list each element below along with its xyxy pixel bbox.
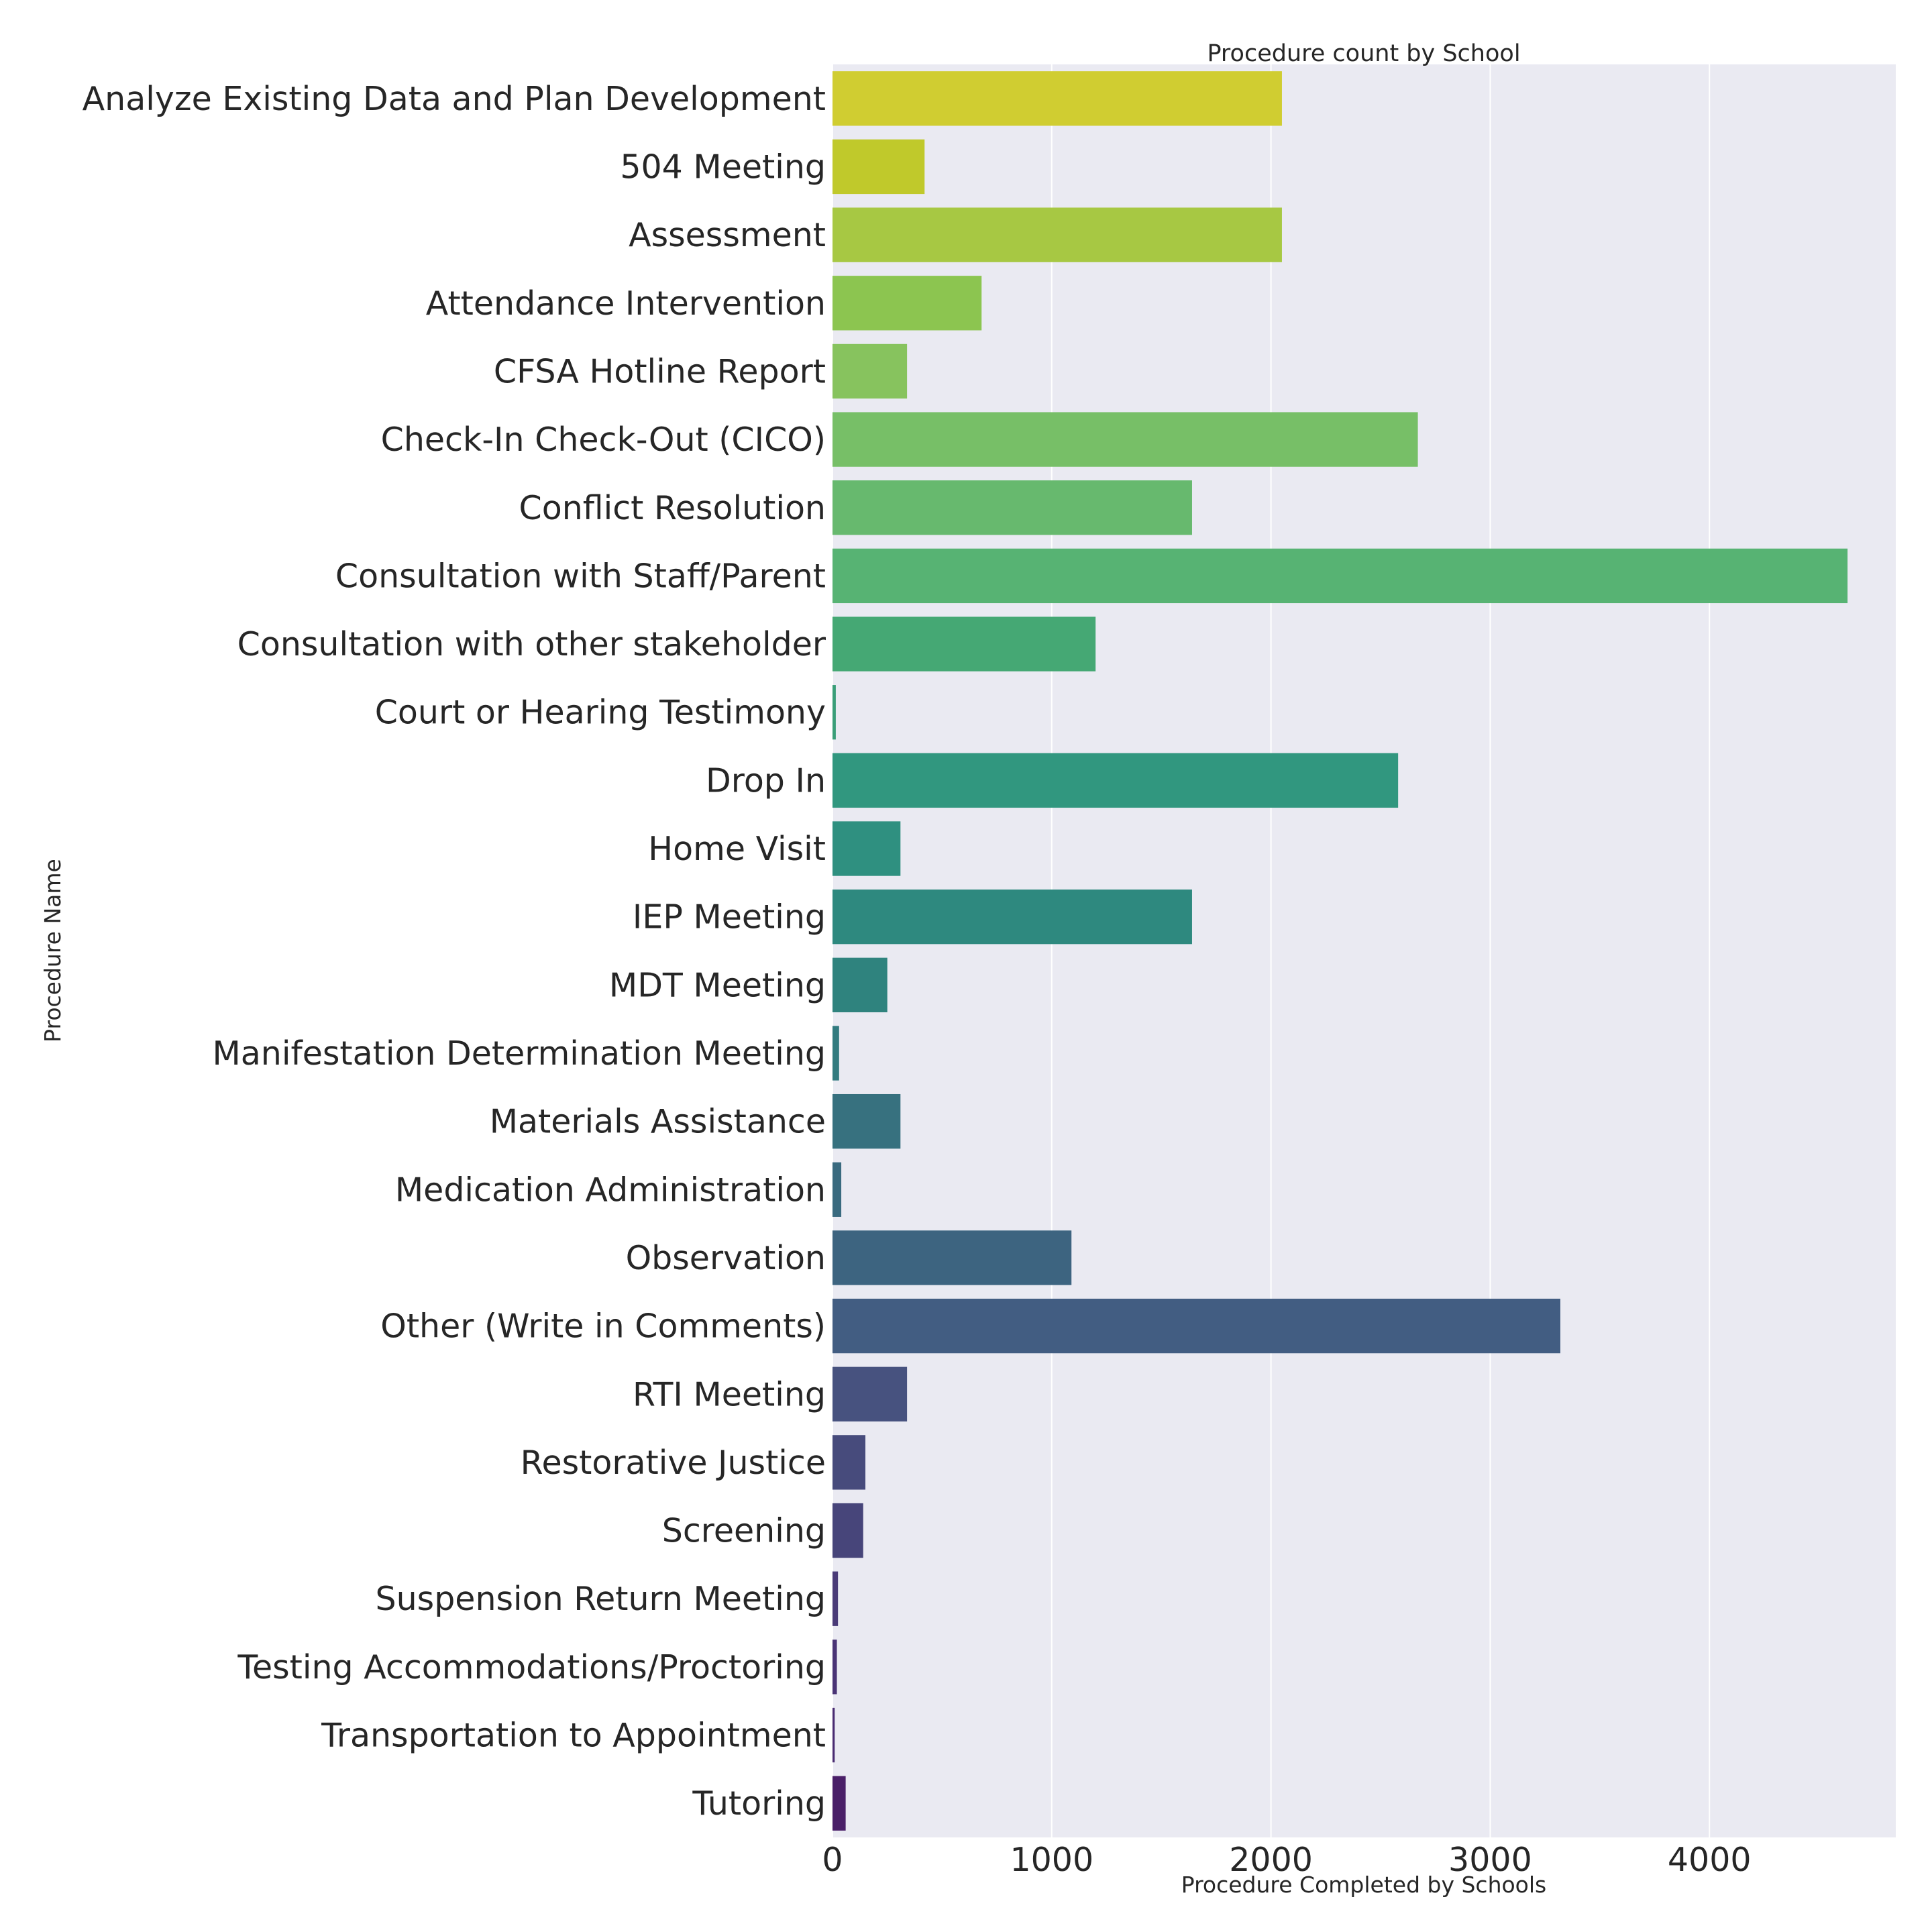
y-tick-label: Drop In	[706, 761, 826, 800]
y-tick-label: Tutoring	[692, 1784, 826, 1823]
x-tick-labels: 0 1000 2000 3000 4000	[822, 1841, 1751, 1879]
y-tick-label: Observation	[626, 1239, 826, 1277]
y-tick-labels: Analyze Existing Data and Plan Developme…	[83, 80, 826, 1823]
plot-background	[833, 64, 1896, 1837]
y-tick-label: Other (Write in Comments)	[380, 1307, 826, 1346]
bar	[833, 1093, 901, 1149]
bar	[833, 685, 836, 740]
y-tick-label: Suspension Return Meeting	[376, 1580, 826, 1618]
bar	[833, 1503, 863, 1558]
bar	[833, 276, 982, 331]
y-tick-label: Materials Assistance	[490, 1103, 826, 1141]
bar	[833, 548, 1848, 604]
x-tick-label: 4000	[1668, 1841, 1752, 1879]
bar	[833, 1162, 842, 1217]
y-tick-label: Restorative Justice	[521, 1444, 826, 1482]
x-axis-title: Procedure Completed by Schools	[1181, 1872, 1546, 1898]
y-tick-label: IEP Meeting	[633, 898, 826, 936]
bar	[833, 890, 1192, 945]
bar	[833, 1366, 908, 1421]
y-tick-label: CFSA Hotline Report	[494, 352, 826, 390]
bar	[833, 1571, 839, 1626]
chart-title: Procedure count by School	[1207, 40, 1520, 67]
x-tick-label: 2000	[1229, 1841, 1313, 1879]
bar	[833, 412, 1418, 467]
bar	[833, 1435, 866, 1490]
bar	[833, 753, 1399, 808]
y-tick-label: Check-In Check-Out (CICO)	[381, 421, 826, 459]
y-tick-label: Assessment	[629, 216, 826, 254]
bar	[833, 207, 1282, 262]
y-tick-label: Conflict Resolution	[519, 489, 826, 527]
y-tick-label: Analyze Existing Data and Plan Developme…	[83, 80, 826, 118]
x-tick-label: 3000	[1448, 1841, 1532, 1879]
y-tick-label: Consultation with other stakeholder	[237, 625, 826, 663]
bar	[833, 1640, 837, 1695]
bar	[833, 480, 1192, 535]
y-tick-label: Court or Hearing Testimony	[375, 694, 826, 732]
bar	[833, 1776, 846, 1831]
y-tick-label: 504 Meeting	[620, 148, 826, 186]
bar	[833, 71, 1282, 126]
y-tick-label: Home Visit	[648, 830, 826, 868]
y-tick-label: MDT Meeting	[609, 966, 826, 1004]
bar	[833, 343, 908, 399]
bar	[833, 821, 901, 876]
bar	[833, 957, 888, 1012]
bar	[833, 139, 925, 195]
y-tick-label: Medication Administration	[395, 1171, 826, 1209]
bar	[833, 1026, 839, 1081]
y-tick-label: RTI Meeting	[633, 1375, 826, 1413]
y-tick-label: Screening	[662, 1512, 826, 1550]
y-tick-label: Testing Accommodations/Proctoring	[237, 1648, 826, 1686]
bars	[833, 71, 1848, 1831]
bar	[833, 1298, 1560, 1354]
x-tick-label: 0	[822, 1841, 843, 1879]
y-tick-label: Manifestation Determination Meeting	[212, 1034, 826, 1073]
x-tick-label: 1000	[1010, 1841, 1093, 1879]
bar	[833, 1707, 835, 1763]
y-axis-title: Procedure Name	[40, 859, 66, 1042]
y-tick-label: Attendance Intervention	[426, 284, 826, 323]
y-tick-label: Transportation to Appointment	[321, 1717, 826, 1755]
y-tick-label: Consultation with Staff/Parent	[335, 557, 826, 595]
bar	[833, 1230, 1072, 1285]
bar	[833, 616, 1096, 672]
